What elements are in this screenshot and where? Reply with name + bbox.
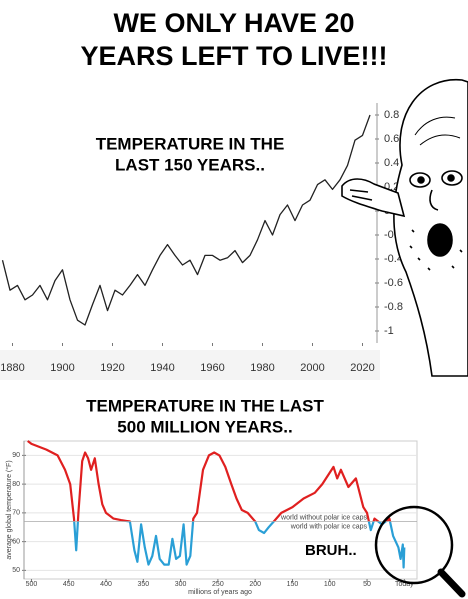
x-tick-label: 1880 bbox=[0, 362, 24, 374]
y-tick-label: -0.4 bbox=[384, 253, 403, 265]
y-tick-label: -0.6 bbox=[384, 277, 403, 289]
plots: 0.80.60.40.20-0.2-0.4-0.6-0.8-1188019001… bbox=[0, 103, 418, 588]
x-tick-label: 1940 bbox=[150, 362, 174, 374]
reference-label: world without polar ice caps bbox=[280, 514, 367, 521]
y-tick-label: -1 bbox=[384, 325, 394, 337]
x-tick-label: 350 bbox=[137, 581, 149, 588]
brow-lines bbox=[414, 116, 461, 146]
meme-title: YEARS LEFT TO LIVE!!! bbox=[80, 41, 387, 71]
y-tick-label: 50 bbox=[12, 567, 20, 574]
x-tick-label: 450 bbox=[63, 581, 75, 588]
x-tick-label: 150 bbox=[287, 581, 299, 588]
x-tick-label: 400 bbox=[100, 581, 112, 588]
y-tick-label: 0.4 bbox=[384, 157, 399, 169]
x-tick-label: 1980 bbox=[250, 362, 274, 374]
chart-title: TEMPERATURE IN THE bbox=[96, 134, 285, 153]
nose bbox=[429, 189, 439, 211]
fingers bbox=[349, 189, 373, 201]
head bbox=[393, 79, 468, 377]
temperature-line bbox=[27, 440, 392, 522]
hand bbox=[341, 178, 406, 218]
handle bbox=[437, 568, 466, 598]
annotation: BRUH.. bbox=[305, 542, 357, 559]
x-tick-label: Today bbox=[395, 581, 414, 588]
lens bbox=[374, 505, 454, 585]
x-axis-label: millions of years ago bbox=[188, 589, 252, 596]
axis-band bbox=[0, 350, 380, 380]
y-tick-label: 60 bbox=[12, 538, 20, 545]
y-tick-label: -0.8 bbox=[384, 301, 403, 313]
y-axis-label: average global temperature (°F) bbox=[5, 460, 13, 559]
reference-label: world with polar ice caps bbox=[290, 523, 368, 530]
x-tick-label: 100 bbox=[324, 581, 336, 588]
x-tick-label: 500 bbox=[26, 581, 38, 588]
chart-title: LAST 150 YEARS.. bbox=[115, 155, 265, 174]
pupil bbox=[417, 176, 425, 184]
y-tick-label: 70 bbox=[12, 510, 20, 517]
x-tick-label: 250 bbox=[212, 581, 224, 588]
x-tick-label: 1960 bbox=[200, 362, 224, 374]
y-tick-label: 0.6 bbox=[384, 133, 399, 145]
x-tick-label: 1920 bbox=[100, 362, 124, 374]
x-tick-label: 2020 bbox=[350, 362, 374, 374]
chart-title: TEMPERATURE IN THE LAST bbox=[86, 396, 324, 415]
wojak bbox=[341, 79, 468, 377]
stubble bbox=[409, 229, 463, 271]
chart-title: 500 MILLION YEARS.. bbox=[117, 417, 292, 436]
y-tick-label: 90 bbox=[12, 452, 20, 459]
x-tick-label: 2000 bbox=[300, 362, 324, 374]
magnifier bbox=[374, 505, 466, 598]
x-tick-label: 200 bbox=[249, 581, 261, 588]
x-tick-label: 1900 bbox=[50, 362, 74, 374]
x-tick-label: 50 bbox=[363, 581, 371, 588]
mouth bbox=[427, 223, 453, 257]
pupil bbox=[447, 174, 455, 182]
y-tick-label: 0.8 bbox=[384, 109, 399, 121]
temperature-line bbox=[1, 114, 371, 326]
y-tick-label: 80 bbox=[12, 481, 20, 488]
x-tick-label: 300 bbox=[175, 581, 187, 588]
meme-title: WE ONLY HAVE 20 bbox=[113, 8, 354, 38]
